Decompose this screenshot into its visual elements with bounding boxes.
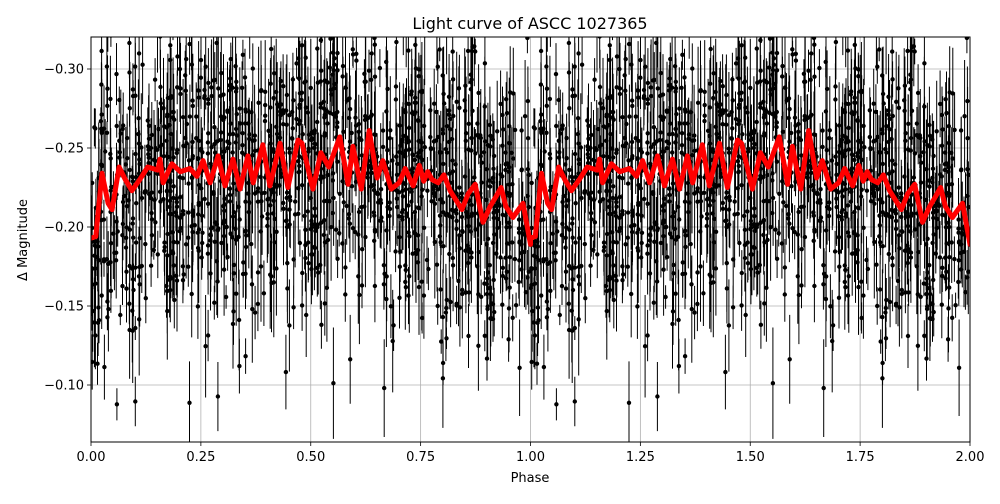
x-axis-ticks: 0.00 0.25 0.50 0.75 1.00 1.25 1.50 1.75 2.00 xyxy=(77,442,985,465)
x-tick-label: 0.00 xyxy=(77,450,106,465)
x-axis-label: Phase xyxy=(511,471,550,486)
x-tick-label: 2.00 xyxy=(956,450,985,465)
x-tick-label: 0.75 xyxy=(406,450,435,465)
x-tick-label: 1.00 xyxy=(516,450,545,465)
y-tick-label: −0.10 xyxy=(44,379,84,394)
y-tick-label: −0.15 xyxy=(44,300,84,315)
model-curve xyxy=(91,128,970,247)
y-tick-label: −0.30 xyxy=(44,63,84,78)
chart-title: Light curve of ASCC 1027365 xyxy=(412,14,647,33)
y-axis-label: Δ Magnitude xyxy=(16,199,31,281)
observation-points xyxy=(91,37,970,442)
y-axis-ticks: −0.30 −0.25 −0.20 −0.15 −0.10 xyxy=(44,63,91,394)
x-tick-label: 1.50 xyxy=(736,450,765,465)
y-tick-label: −0.20 xyxy=(44,221,84,236)
x-tick-label: 0.50 xyxy=(296,450,325,465)
x-tick-label: 1.25 xyxy=(626,450,655,465)
x-tick-label: 1.75 xyxy=(846,450,875,465)
x-tick-label: 0.25 xyxy=(186,450,215,465)
y-tick-label: −0.25 xyxy=(44,142,84,157)
